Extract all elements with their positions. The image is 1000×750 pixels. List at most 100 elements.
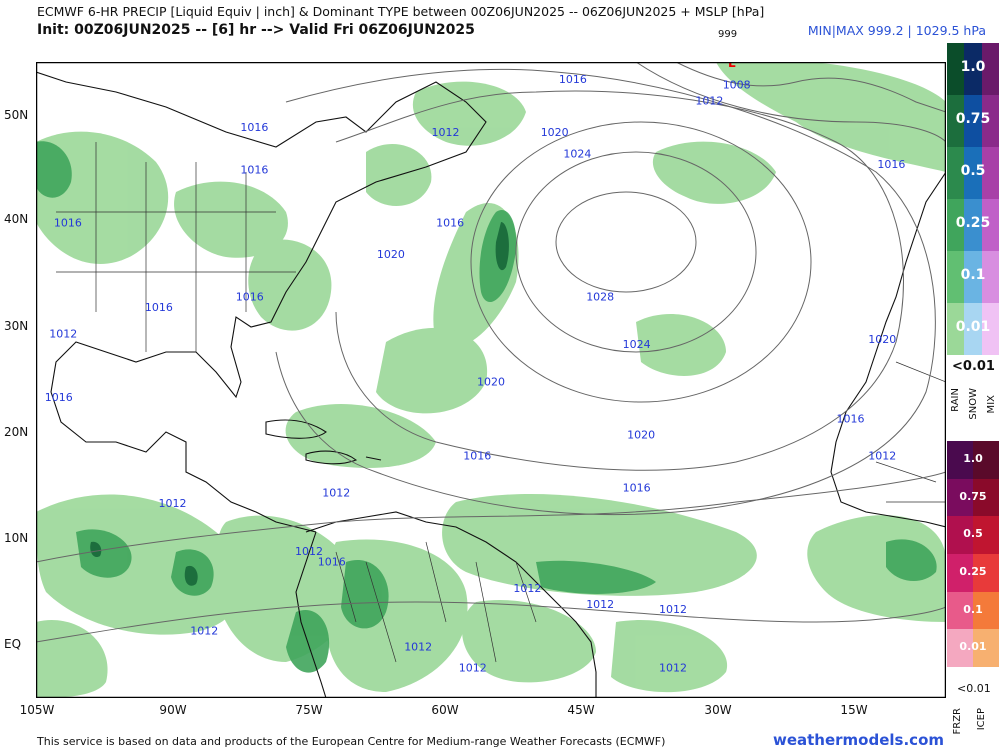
brand-link[interactable]: weathermodels.com: [772, 731, 944, 749]
isobar-label: 1020: [541, 126, 569, 139]
isobar-label: 1012: [159, 497, 187, 510]
mix-type-label: MIX: [986, 395, 997, 414]
isobar-label: 1012: [295, 545, 323, 558]
colorbar-cell: [973, 441, 999, 479]
colorbar-cell: [973, 629, 999, 667]
colorbar-level-label: 1.0: [960, 59, 986, 76]
isobar-labels: 1016101610161016101610121016101210121012…: [45, 73, 906, 674]
isobar-label: 1012: [404, 640, 432, 653]
colorbar-cell: [964, 147, 982, 199]
colorbar-step: 1.0: [947, 43, 999, 95]
colorbar-cell: [973, 516, 999, 554]
isobar-label: 1016: [45, 391, 73, 404]
colorbar-step: 0.25: [947, 199, 999, 251]
isobar-label: 1016: [240, 121, 268, 134]
isobar-label: 1016: [318, 556, 346, 569]
lat-label-40n: 40N: [4, 212, 29, 226]
isobar-label: 1016: [436, 216, 464, 229]
coastlines: [36, 71, 946, 698]
lon-label-90w: 90W: [159, 703, 187, 717]
ecmwf-credit: This service is based on data and produc…: [37, 735, 666, 748]
colorbar-cell: [947, 554, 973, 592]
isobar-label: 1020: [477, 375, 505, 388]
lon-label-105w: 105W: [19, 703, 55, 717]
colorbar-level-label: 0.75: [955, 111, 991, 128]
colorbar-cell: [981, 147, 999, 199]
lon-label-75w: 75W: [295, 703, 323, 717]
lon-label-15w: 15W: [840, 703, 868, 717]
isobar-label: 1016: [236, 291, 264, 304]
colorbar-cell: [981, 199, 999, 251]
isobar-label: 1012: [322, 487, 350, 500]
isobar-label: 1012: [868, 450, 896, 463]
lat-label-eq: EQ: [4, 637, 22, 651]
colorbar-level-label: 1.0: [963, 452, 983, 466]
chart-title: ECMWF 6-HR PRECIP [Liquid Equiv | inch] …: [37, 4, 765, 19]
colorbar-cell: [973, 478, 999, 517]
colorbar-cell: [947, 303, 965, 355]
isobar-label: 1012: [49, 328, 77, 341]
colorbar-step: 0.75: [947, 95, 999, 147]
lat-label-50n: 50N: [4, 108, 29, 122]
colorbar-cell: [973, 591, 999, 630]
colorbar-cell: [964, 303, 982, 355]
isobar-label: 1020: [377, 248, 405, 261]
isobar-label: 1012: [695, 94, 723, 107]
colorbar-cell: [981, 303, 999, 355]
isobar-label: 1020: [627, 428, 655, 441]
snow-type-label: SNOW: [968, 388, 979, 420]
lon-label-45w: 45W: [567, 703, 595, 717]
colorbar-step: 0.5: [947, 147, 999, 199]
isobar-label: 1016: [559, 73, 587, 86]
colorbar-cell: [981, 95, 999, 147]
colorbar-level-label: 0.1: [960, 267, 986, 284]
colorbar-level-label: 0.25: [959, 565, 987, 579]
init-valid-line: Init: 00Z06JUN2025 -- [6] hr --> Valid F…: [37, 22, 475, 38]
colorbar-level-label: 0.1: [963, 602, 983, 616]
colorbar-level-label: 0.5: [963, 527, 983, 541]
precip-core: [90, 222, 509, 586]
isobar-label: 1016: [463, 450, 491, 463]
fi-below-label: <0.01: [957, 682, 991, 695]
colorbar-step: 0.01: [947, 629, 999, 667]
isobar-label: 1016: [877, 158, 905, 171]
forecast-map: 1016101610161016101610121016101210121012…: [36, 62, 946, 698]
colorbar-cell: [947, 629, 973, 667]
lat-label-20n: 20N: [4, 425, 29, 439]
lon-label-30w: 30W: [704, 703, 732, 717]
colorbar-cell: [947, 95, 965, 147]
colorbar-cell: [981, 251, 999, 303]
colorbar-cell: [964, 43, 982, 95]
isobar-label: 1012: [586, 598, 614, 611]
isobar-label: 1008: [723, 79, 751, 92]
rain-type-label: RAIN: [950, 388, 961, 412]
colorbar-cell: [947, 199, 965, 251]
colorbar-cell: [947, 478, 973, 517]
colorbar-cell: [964, 95, 982, 147]
isobar-label: 1012: [659, 603, 687, 616]
lat-label-30n: 30N: [4, 319, 29, 333]
rsm-below-label: <0.01: [952, 359, 995, 374]
colorbar-cell: [947, 251, 965, 303]
isobar-lines: [36, 62, 946, 643]
colorbar-cell: [964, 251, 982, 303]
isobar-label: 1016: [145, 301, 173, 314]
isobar-label: 1028: [586, 291, 614, 304]
colorbar-step: 0.01: [947, 303, 999, 355]
colorbar-level-label: 0.75: [959, 489, 987, 503]
political-borders: [56, 142, 946, 663]
isobar-label: 1020: [868, 333, 896, 346]
lon-label-60w: 60W: [431, 703, 459, 717]
isobar-label: 1016: [623, 481, 651, 494]
frzr-type-label: FRZR: [952, 708, 963, 735]
precip-areas: [36, 62, 946, 698]
min-max-pressure: MIN|MAX 999.2 | 1029.5 hPa: [807, 23, 986, 38]
colorbar-step: 0.75: [947, 478, 999, 517]
colorbar-cell: [947, 591, 973, 630]
isobar-label: 1016: [837, 412, 865, 425]
lat-label-10n: 10N: [4, 531, 29, 545]
colorbar-cell: [981, 43, 999, 95]
isobar-label: 1012: [190, 624, 218, 637]
low-pressure-marker: L: [728, 62, 736, 70]
colorbar-step: 1.0: [947, 441, 999, 479]
